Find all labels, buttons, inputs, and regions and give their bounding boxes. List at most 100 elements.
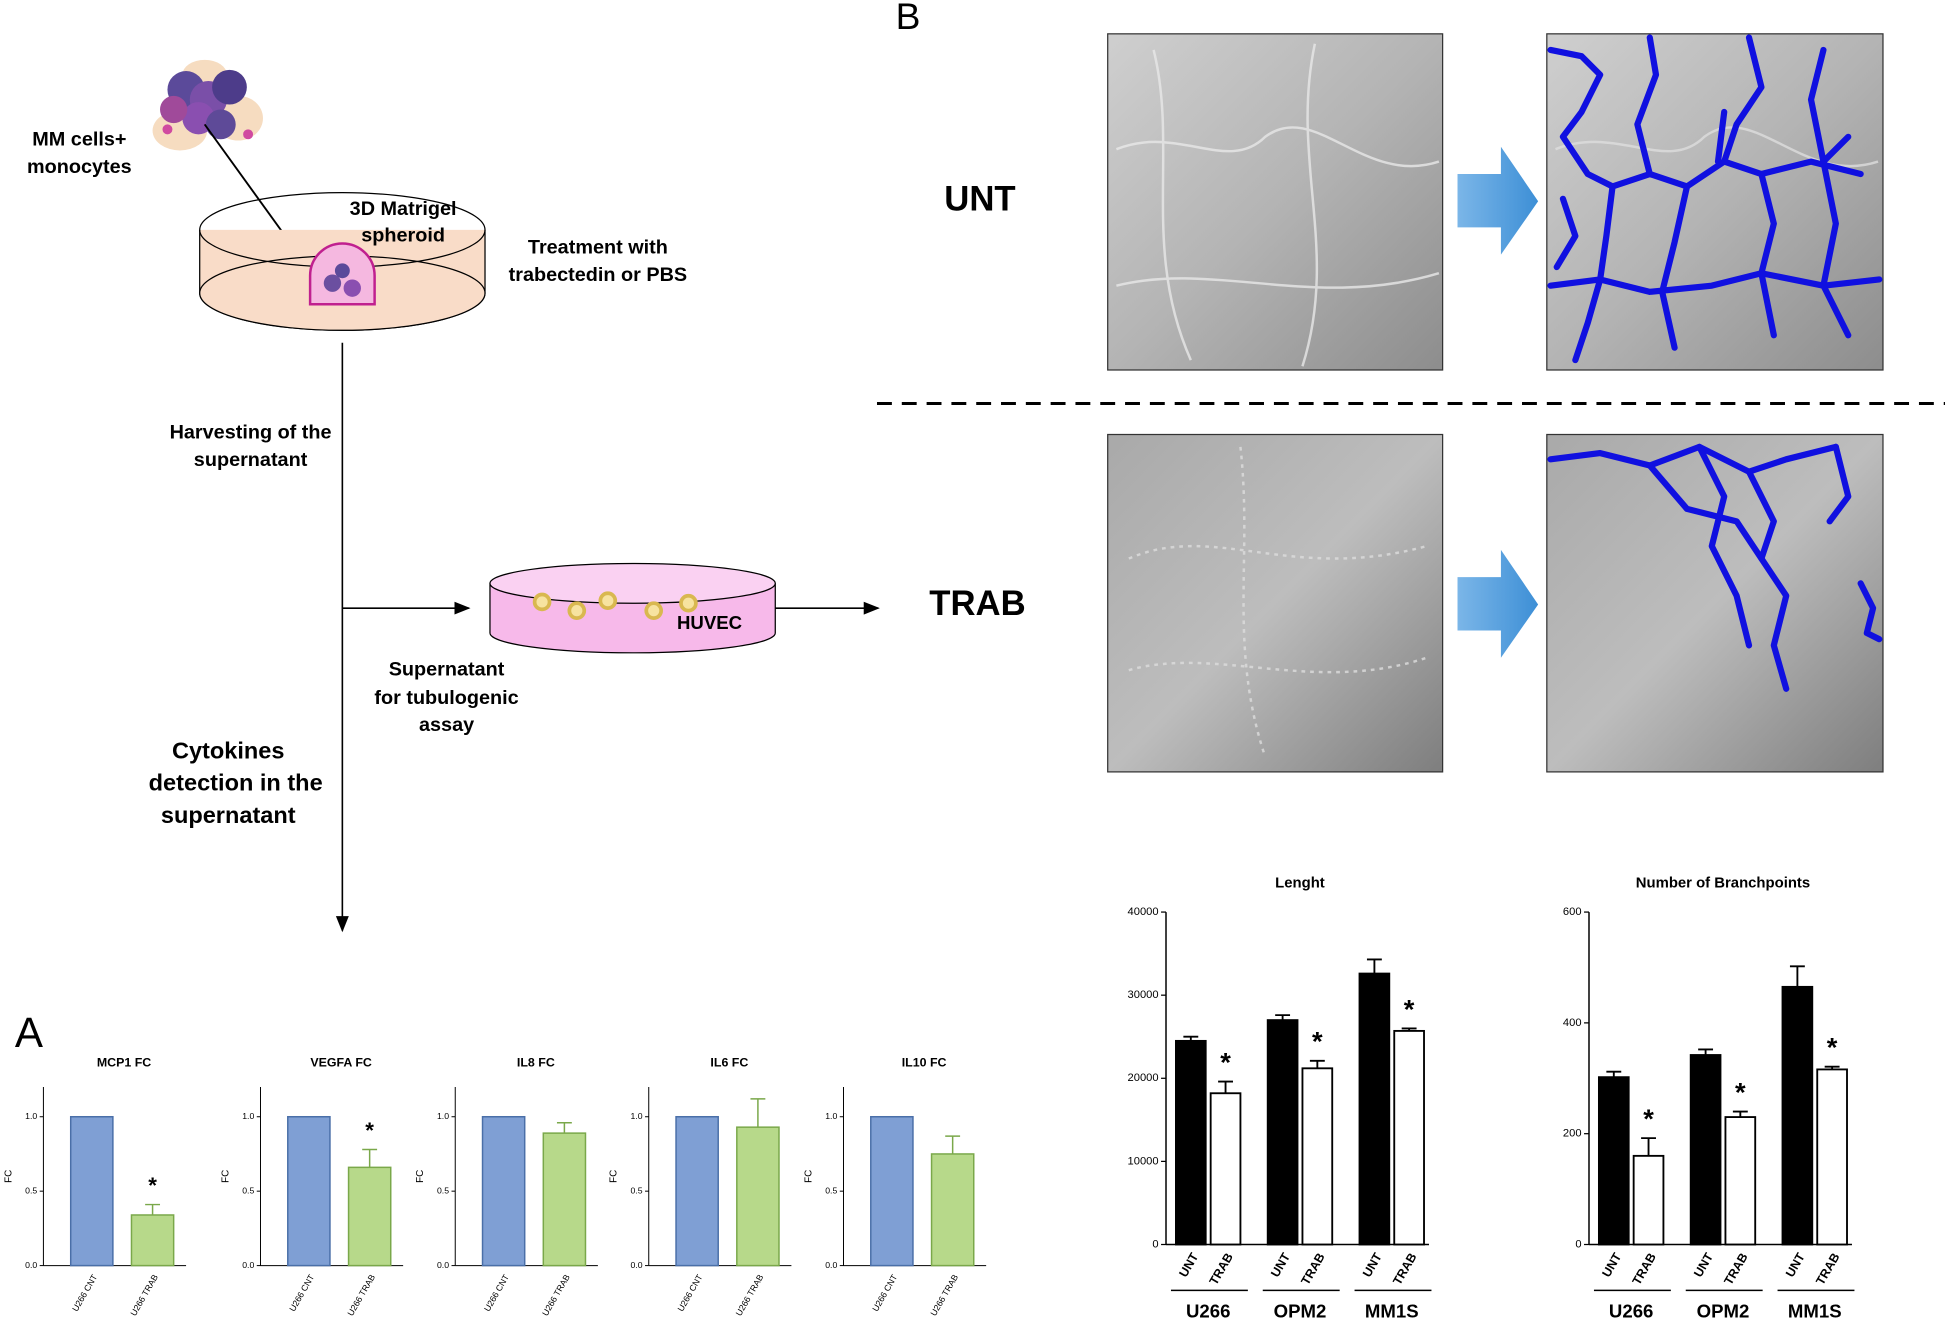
significance-mark: * — [1220, 1046, 1231, 1077]
y-axis-label: FC — [220, 1170, 231, 1183]
bar — [930, 1153, 975, 1267]
y-tick-label: 0.0 — [25, 1260, 37, 1270]
error-bar — [1309, 1059, 1325, 1069]
panel-label: B — [896, 0, 921, 37]
series-label: UNT — [1599, 1250, 1624, 1279]
diagram-label: detection in the — [149, 770, 323, 796]
error-bar — [750, 1098, 766, 1128]
significance-mark: * — [1827, 1031, 1838, 1062]
series-label: UNT — [1691, 1250, 1716, 1279]
x-tick-label: U266 CNT — [870, 1272, 899, 1313]
chart-title: MCP1 FC — [97, 1056, 151, 1070]
x-tick-label: U266 TRAB — [128, 1272, 160, 1317]
diagram-label: spheroid — [361, 224, 445, 246]
row-label: UNT — [944, 180, 1015, 218]
y-tick-label: 600 — [1563, 906, 1582, 918]
y-tick-label: 0.0 — [242, 1260, 254, 1270]
bar — [1301, 1067, 1334, 1246]
bar — [347, 1166, 392, 1267]
series-label: TRAB — [1630, 1251, 1659, 1288]
y-tick-label: 1.0 — [825, 1111, 837, 1121]
chart-title: Number of Branchpoints — [1636, 875, 1810, 891]
significance-mark: * — [148, 1173, 157, 1198]
bar — [675, 1115, 719, 1267]
series-label: TRAB — [1390, 1251, 1419, 1288]
bar — [1209, 1092, 1242, 1246]
x-tick-label: U266 CNT — [287, 1272, 316, 1313]
x-group-label: U266 — [1609, 1301, 1653, 1322]
y-tick-label: 400 — [1563, 1017, 1582, 1029]
bar — [1816, 1068, 1848, 1246]
error-bar — [1183, 1035, 1199, 1041]
x-tick-label: U266 TRAB — [928, 1272, 960, 1317]
y-tick-label: 40000 — [1128, 906, 1159, 918]
y-tick-label: 0 — [1152, 1238, 1158, 1250]
series-label: UNT — [1176, 1250, 1201, 1279]
x-tick-label: U266 TRAB — [540, 1272, 572, 1317]
diagram-label: supernatant — [161, 802, 296, 828]
cell-cluster — [152, 59, 263, 151]
x-group-label: OPM2 — [1274, 1301, 1327, 1322]
y-axis-label: FC — [415, 1170, 426, 1183]
error-bar — [145, 1203, 161, 1215]
y-axis-label: FC — [803, 1170, 814, 1183]
diagram-label: MM cells+ — [32, 129, 126, 151]
bar — [1393, 1029, 1425, 1246]
y-tick-label: 1.0 — [437, 1111, 449, 1121]
series-label: TRAB — [1298, 1251, 1327, 1288]
chart-title: Lenght — [1275, 875, 1325, 891]
y-tick-label: 0.0 — [825, 1260, 837, 1270]
series-label: TRAB — [1207, 1251, 1236, 1288]
bar — [481, 1115, 526, 1267]
diagram-label: Treatment with — [528, 237, 668, 259]
bar — [130, 1214, 175, 1267]
diagram-label: Harvesting of the — [170, 421, 332, 443]
diagram-label: Cytokines — [172, 737, 285, 763]
error-bar — [1218, 1080, 1233, 1094]
bar — [1781, 985, 1814, 1246]
y-tick-label: 30000 — [1128, 989, 1159, 1001]
series-label: UNT — [1360, 1250, 1385, 1279]
row-label: TRAB — [929, 585, 1025, 623]
error-bar — [1401, 1027, 1417, 1031]
error-bar — [1824, 1065, 1840, 1070]
y-tick-label: 1.0 — [630, 1111, 642, 1121]
diagram-label: 3D Matrigel — [350, 198, 457, 220]
significance-mark: * — [1735, 1076, 1746, 1107]
y-tick-label: 0.5 — [437, 1185, 449, 1195]
y-tick-label: 0.5 — [25, 1185, 37, 1195]
y-tick-label: 0.5 — [630, 1185, 642, 1195]
bar — [287, 1115, 331, 1267]
chart-title: IL6 FC — [710, 1056, 748, 1070]
significance-mark: * — [365, 1118, 374, 1143]
bar — [736, 1126, 780, 1267]
y-tick-label: 1.0 — [25, 1111, 37, 1121]
y-tick-label: 0.5 — [825, 1185, 837, 1195]
error-bar — [1789, 965, 1805, 987]
x-tick-label: U266 CNT — [675, 1272, 704, 1313]
chart-title: VEGFA FC — [310, 1056, 372, 1070]
diagram-label: for tubulogenic — [374, 687, 518, 709]
error-bar — [1275, 1014, 1291, 1021]
x-tick-label: U266 TRAB — [345, 1272, 377, 1317]
bar — [542, 1132, 587, 1267]
bar — [1724, 1116, 1757, 1246]
bar — [1689, 1054, 1722, 1246]
y-axis-label: FC — [3, 1170, 14, 1183]
bar — [1632, 1154, 1665, 1246]
panel-label: A — [15, 1009, 44, 1056]
bar — [1266, 1019, 1299, 1246]
chart-title: IL8 FC — [517, 1056, 555, 1070]
y-tick-label: 200 — [1563, 1128, 1582, 1140]
significance-mark: * — [1643, 1103, 1654, 1134]
bar — [1597, 1076, 1630, 1246]
diagram-label: Supernatant — [389, 658, 505, 680]
error-bar — [1732, 1110, 1748, 1118]
y-tick-label: 0 — [1575, 1238, 1581, 1250]
diagram-label: supernatant — [194, 449, 308, 471]
diagram-label: HUVEC — [677, 612, 742, 633]
bar — [69, 1115, 114, 1267]
diagram-label: assay — [419, 714, 474, 736]
error-bar — [945, 1135, 961, 1154]
x-group-label: U266 — [1186, 1301, 1230, 1322]
